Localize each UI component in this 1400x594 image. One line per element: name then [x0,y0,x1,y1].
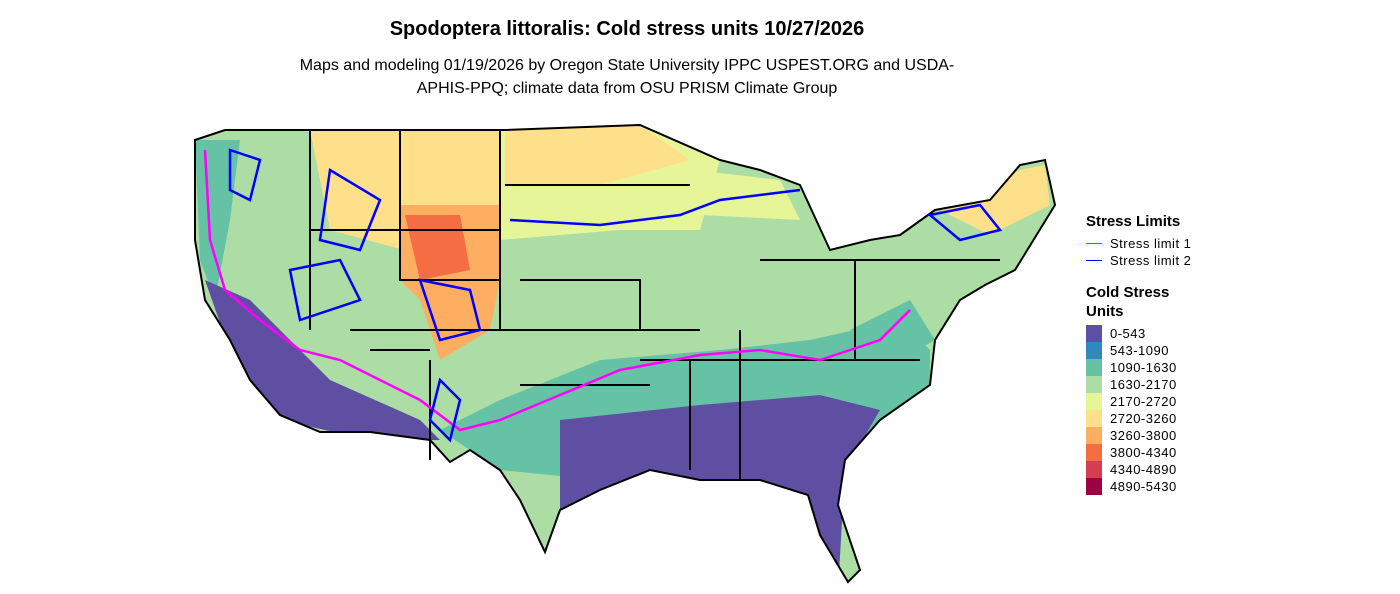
legend-label: 3260-3800 [1110,428,1177,443]
state-border [520,279,641,330]
stress-limit-line [318,167,382,252]
climate-zone [560,395,880,582]
legend-label: Stress limit 2 [1110,253,1192,268]
us-outline [194,123,1057,584]
legend-item: 4890-5430 [1086,478,1196,495]
legend-label: 1630-2170 [1110,377,1177,392]
stress-limit-line [203,149,911,432]
legend-key [1086,478,1102,495]
stress-limit-line [428,377,462,443]
legend-label: 0-543 [1110,326,1146,341]
stress-limit-line [927,203,1003,242]
legend-key [1086,444,1102,461]
legend-key [1086,342,1102,359]
state-border [399,130,500,281]
units-legend: Cold Stress Units 0-543 543-1090 1090-1630… [1086,283,1196,495]
legend-item: 0-543 [1086,325,1196,342]
climate-zone [405,215,470,280]
legend-label: 4340-4890 [1110,462,1177,477]
map-fill [195,125,1055,582]
legend-key [1086,359,1102,376]
legend-key [1086,376,1102,393]
stress-limit-line [288,258,362,322]
legend-item: 2170-2720 [1086,393,1196,410]
legend-title: Stress Limits [1086,213,1181,230]
legend-key [1086,325,1102,342]
legend-title: Cold Stress Units [1086,284,1170,320]
legend-key [1086,427,1102,444]
subtitle: Maps and modeling 01/19/2026 by Oregon S… [299,57,955,97]
legend-label: 3800-4340 [1110,445,1177,460]
stress-legend: Stress Limits Stress limit 1 Stress limit… [1086,212,1196,269]
legend-item: 4340-4890 [1086,461,1196,478]
legend-label: 4890-5430 [1110,479,1177,494]
legend-item: 543-1090 [1086,342,1196,359]
stress-limit-line [418,278,482,342]
legend-item: 3800-4340 [1086,444,1196,461]
legend-item: 1630-2170 [1086,376,1196,393]
legend-key [1086,410,1102,427]
stress-limit-line [228,148,262,202]
legend-key [1086,260,1102,261]
climate-zone [940,165,1050,235]
climate-zone [850,300,935,360]
legend-key [1086,393,1102,410]
legend-item: 3260-3800 [1086,427,1196,444]
climate-zone [505,125,690,185]
legend-label: 543-1090 [1110,343,1169,358]
legend-label: 2170-2720 [1110,394,1177,409]
legend-item: 1090-1630 [1086,359,1196,376]
legend-label: Stress limit 1 [1110,236,1192,251]
legend-label: 1090-1630 [1110,360,1177,375]
title: Spodoptera littoralis: Cold stress units… [389,18,865,40]
stress-limit-line [509,188,801,227]
legend-item: 2720-3260 [1086,410,1196,427]
legend-item: Stress limit 2 [1086,252,1196,269]
legend-item: Stress limit 1 [1086,235,1196,252]
legend-label: 2720-3260 [1110,411,1177,426]
legend-key [1086,243,1102,244]
legend-key [1086,461,1102,478]
